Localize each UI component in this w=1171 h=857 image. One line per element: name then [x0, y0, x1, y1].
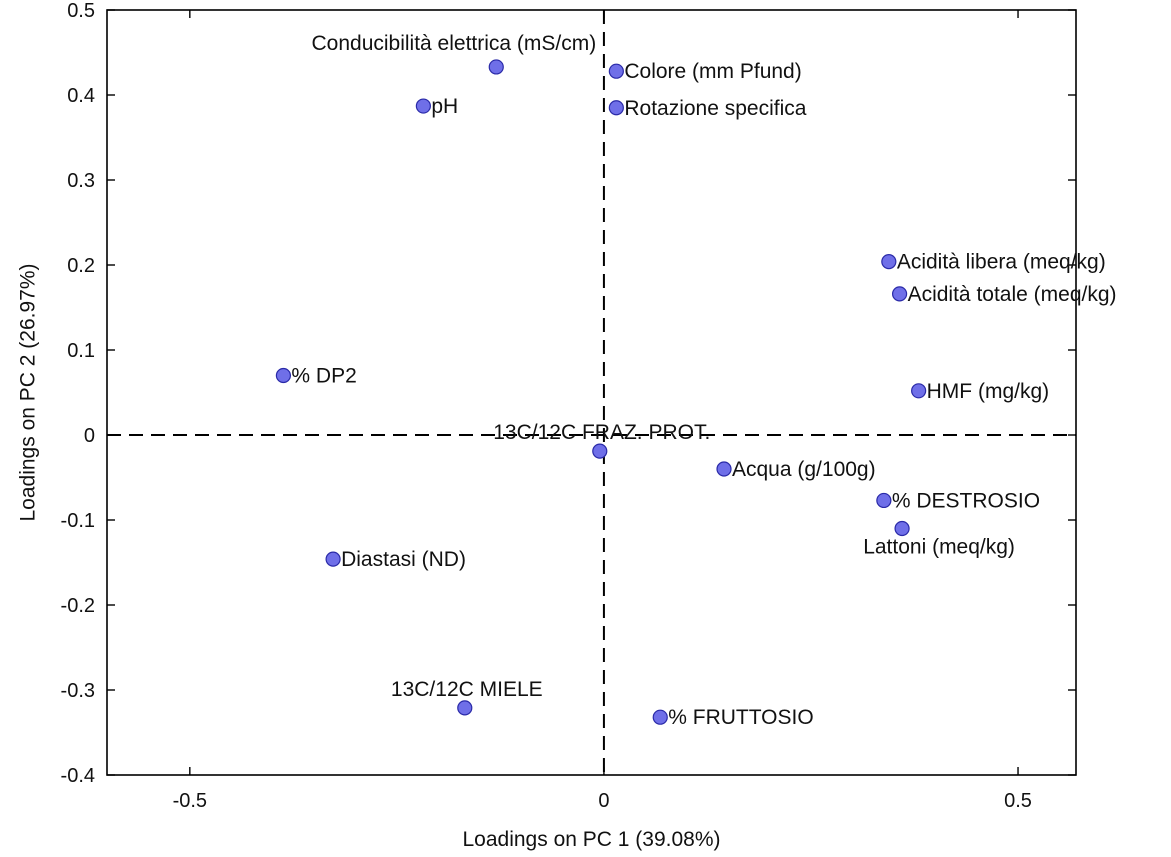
- data-point: [415, 98, 431, 114]
- y-tick-label: 0.5: [67, 0, 95, 22]
- data-point-label: Conducibilità elettrica (mS/cm): [311, 32, 596, 55]
- data-point: [275, 367, 292, 384]
- data-point-label: % DESTROSIO: [892, 489, 1040, 512]
- data-point-label: Colore (mm Pfund): [624, 60, 801, 83]
- data-point: [488, 59, 504, 75]
- x-tick-label: 0: [598, 790, 609, 812]
- data-point-label: 13C/12C FRAZ. PROT.: [493, 421, 710, 444]
- data-point: [911, 383, 927, 399]
- data-point-label: % FRUTTOSIO: [668, 706, 813, 729]
- y-tick-label: 0.3: [67, 170, 95, 192]
- data-point: [652, 709, 668, 725]
- data-point: [894, 520, 910, 537]
- data-point: [876, 492, 892, 509]
- y-tick-label: 0.4: [67, 85, 95, 107]
- y-tick-label: -0.2: [61, 595, 95, 617]
- data-point-label: % DP2: [291, 365, 356, 388]
- data-point-label: Rotazione specifica: [624, 97, 806, 120]
- data-point-label: Diastasi (ND): [341, 548, 466, 571]
- data-point: [891, 286, 908, 302]
- x-axis-ticks: -0.5 0 0.5: [173, 10, 1032, 812]
- y-tick-label: 0.2: [67, 255, 95, 277]
- zero-reference-lines: [107, 10, 1076, 775]
- data-point-label: Acidità libera (meq/kg): [897, 251, 1106, 274]
- data-point: [325, 551, 341, 567]
- data-point: [608, 100, 624, 116]
- y-axis-title: Loadings on PC 2 (26.97%): [16, 264, 39, 522]
- x-tick-label: 0.5: [1004, 790, 1032, 812]
- data-point-label: Acqua (g/100g): [732, 458, 876, 481]
- y-tick-label: -0.1: [61, 510, 95, 532]
- data-point: [716, 461, 732, 477]
- data-point: [881, 254, 897, 270]
- data-point: [457, 700, 473, 716]
- data-point-label: Acidità totale (meq/kg): [908, 283, 1117, 306]
- plot-area-frame: [106, 9, 1077, 776]
- data-point-label: Lattoni (meq/kg): [863, 536, 1015, 559]
- data-point-labels: Conducibilità elettrica (mS/cm) Colore (m…: [291, 32, 1116, 729]
- x-tick-label: -0.5: [173, 790, 207, 812]
- data-point: [608, 63, 624, 79]
- data-points: [275, 59, 927, 725]
- data-point-label: pH: [431, 95, 458, 118]
- x-axis-title: Loadings on PC 1 (39.08%): [463, 828, 721, 851]
- y-tick-label: 0: [84, 425, 95, 447]
- data-point: [592, 443, 608, 459]
- y-tick-label: -0.4: [61, 765, 95, 787]
- y-axis-ticks: 0.5 0.4 0.3 0.2 0.1 0 -0.1 -0.2 -0.3 -0.4: [61, 0, 1076, 787]
- y-tick-label: -0.3: [61, 680, 95, 702]
- y-tick-label: 0.1: [67, 340, 95, 362]
- data-point-label: 13C/12C MIELE: [391, 678, 543, 701]
- data-point-label: HMF (mg/kg): [927, 380, 1050, 403]
